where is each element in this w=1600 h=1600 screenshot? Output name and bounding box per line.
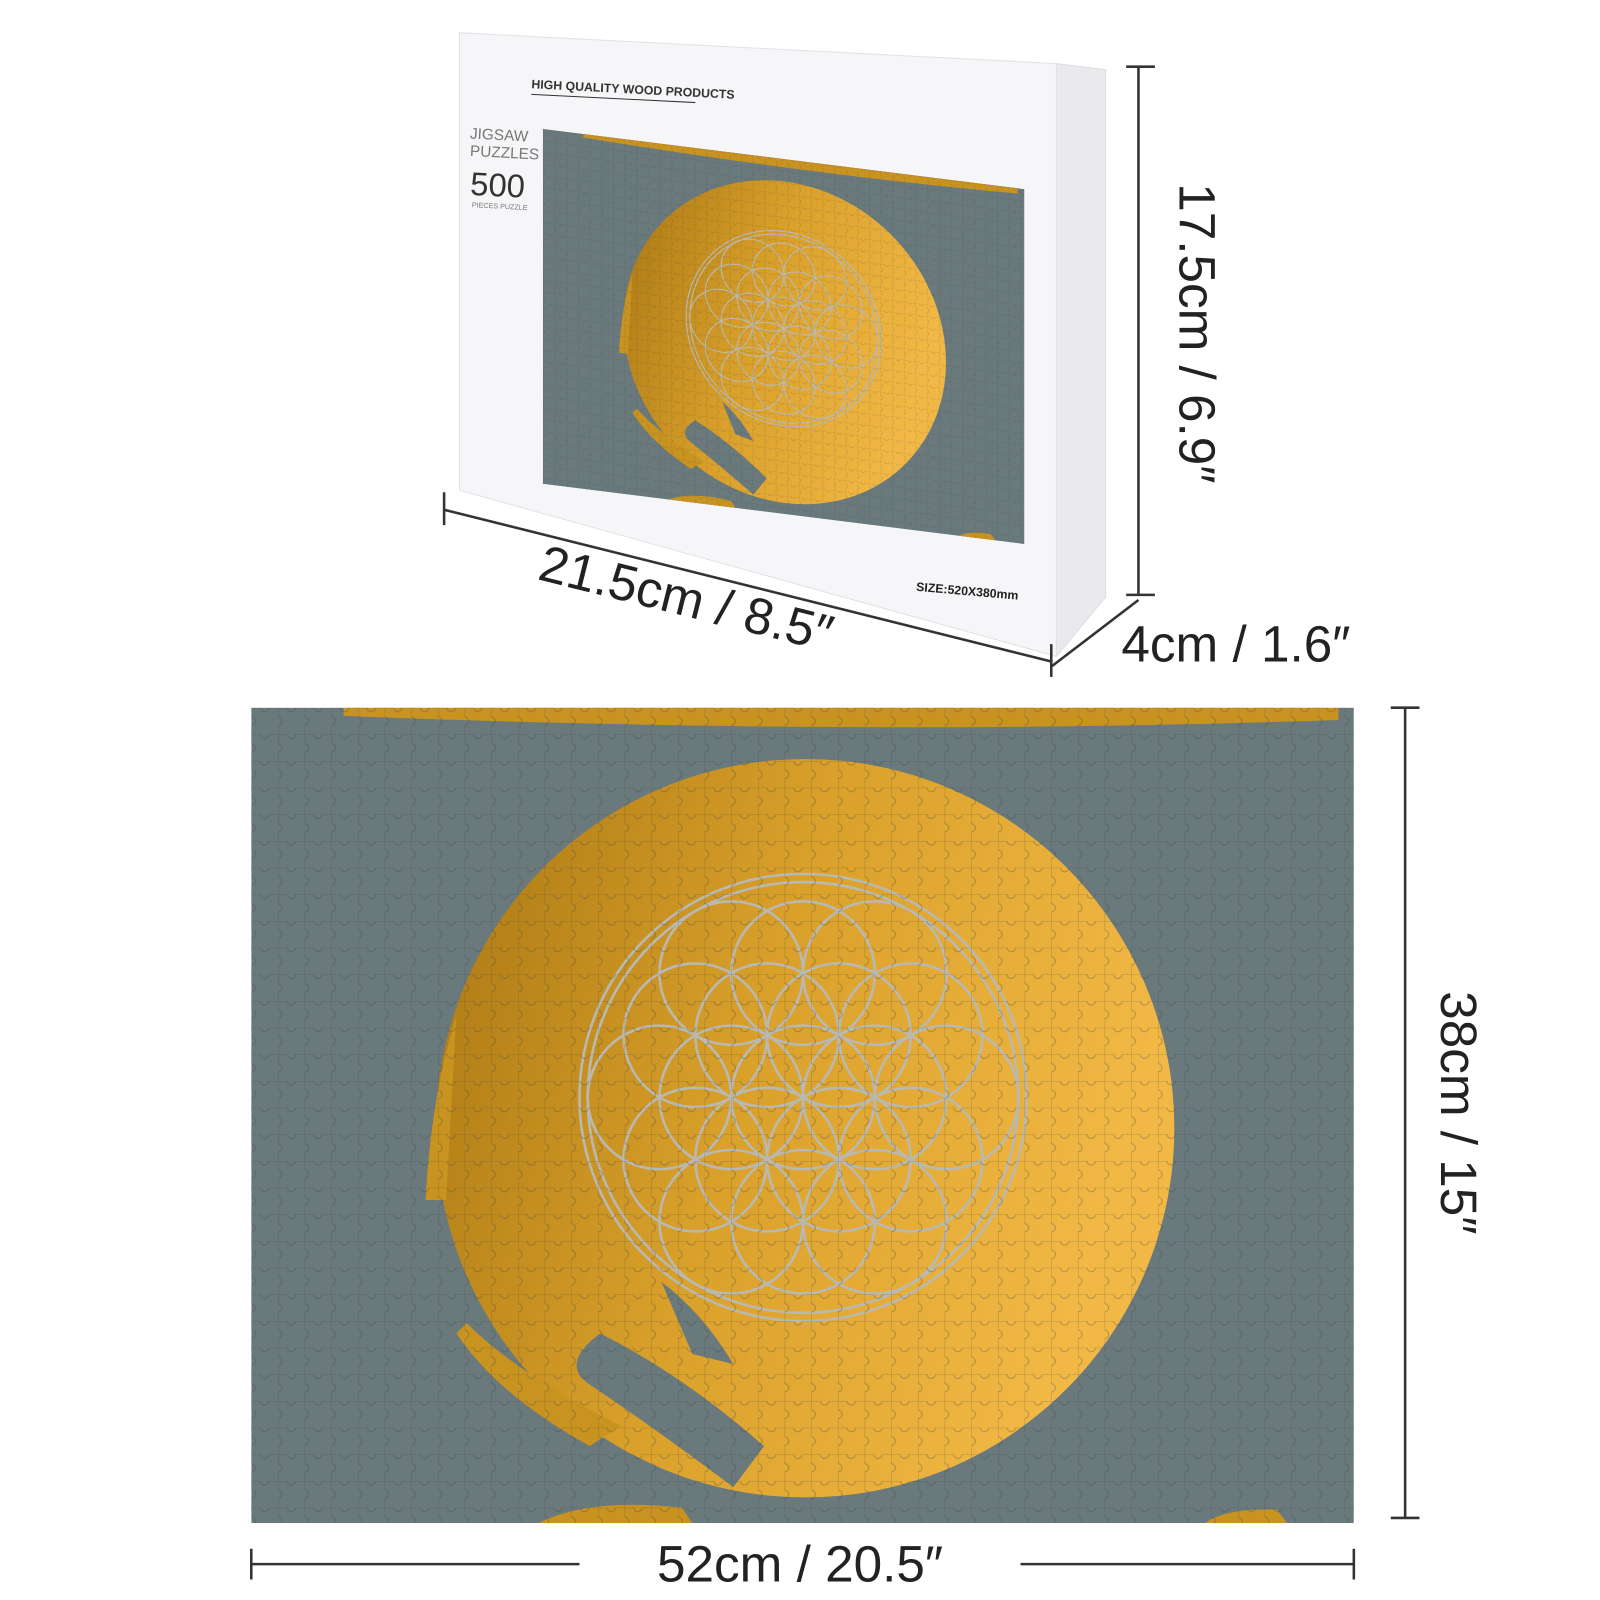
puzzle-dimension-lines bbox=[249, 706, 1420, 1580]
tagline-rule bbox=[531, 93, 696, 104]
box-brand: JIGSAW bbox=[470, 125, 530, 145]
box-piece-caption: PIECES PUZZLE bbox=[472, 201, 528, 212]
dimension-lines bbox=[442, 65, 1155, 677]
box-brand: PUZZLES bbox=[470, 143, 540, 164]
box-height-label: 17.5cm / 6.9″ bbox=[1168, 183, 1225, 483]
puzzle-image bbox=[251, 708, 1354, 1523]
puzzle-width-label: 52cm / 20.5″ bbox=[657, 1536, 943, 1593]
box-depth-label: 4cm / 1.6″ bbox=[1121, 616, 1350, 673]
box-piece-count: 500 bbox=[469, 165, 526, 205]
box-side bbox=[1055, 63, 1107, 658]
puzzle-height-label: 38cm / 15″ bbox=[1430, 991, 1487, 1234]
box-image bbox=[543, 129, 1025, 544]
